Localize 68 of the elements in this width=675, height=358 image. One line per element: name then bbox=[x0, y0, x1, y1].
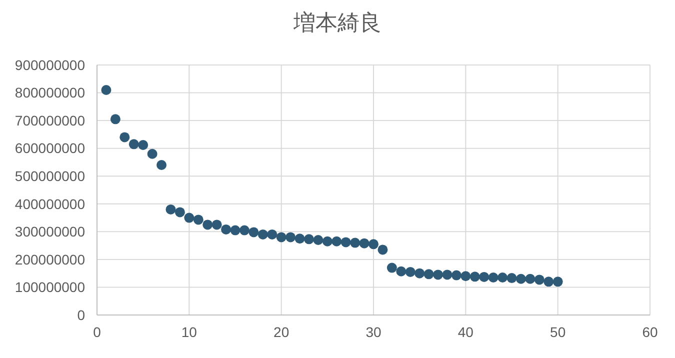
point bbox=[414, 268, 425, 278]
x-tick-label: 0 bbox=[93, 324, 102, 340]
x-tick-label: 60 bbox=[642, 324, 658, 340]
point bbox=[147, 148, 158, 159]
point bbox=[544, 276, 554, 287]
point bbox=[516, 274, 526, 284]
point bbox=[276, 232, 286, 242]
point bbox=[359, 238, 370, 248]
point bbox=[230, 225, 240, 236]
x-tick-label: 20 bbox=[274, 324, 290, 340]
point bbox=[378, 244, 388, 255]
point bbox=[470, 272, 480, 282]
point bbox=[202, 220, 213, 230]
point bbox=[193, 214, 204, 225]
y-tick-label: 300000000 bbox=[14, 224, 86, 240]
y-tick-label: 800000000 bbox=[14, 84, 86, 101]
point bbox=[552, 276, 563, 287]
point bbox=[184, 212, 194, 223]
point bbox=[525, 274, 536, 284]
point bbox=[239, 225, 250, 236]
point bbox=[110, 114, 120, 124]
point bbox=[405, 266, 416, 277]
y-tick-label: 700000000 bbox=[14, 112, 86, 128]
y-tick-label: 600000000 bbox=[14, 140, 86, 156]
chart-title: 増本綺良 bbox=[292, 11, 382, 36]
point bbox=[368, 239, 378, 250]
point bbox=[294, 234, 305, 244]
point bbox=[304, 234, 314, 244]
point bbox=[267, 229, 278, 240]
point bbox=[221, 224, 232, 234]
point bbox=[212, 220, 222, 230]
y-tick-label: 100000000 bbox=[14, 279, 86, 296]
point bbox=[433, 270, 444, 280]
point bbox=[451, 270, 462, 280]
x-tick-label: 10 bbox=[181, 324, 198, 340]
point bbox=[350, 238, 360, 248]
point bbox=[248, 227, 259, 238]
y-tick-label: 900000000 bbox=[14, 56, 86, 73]
point bbox=[534, 274, 544, 285]
point bbox=[313, 235, 324, 245]
point bbox=[424, 269, 434, 280]
y-tick-label: 0 bbox=[77, 306, 86, 323]
point bbox=[156, 160, 167, 170]
x-tick-label: 40 bbox=[458, 324, 474, 340]
point bbox=[322, 236, 332, 246]
point bbox=[488, 272, 498, 282]
point bbox=[386, 262, 397, 273]
point bbox=[498, 272, 508, 282]
point bbox=[258, 229, 268, 240]
y-tick-label: 500000000 bbox=[14, 168, 86, 184]
point bbox=[174, 207, 185, 218]
point bbox=[506, 273, 517, 284]
point bbox=[138, 140, 148, 150]
point bbox=[340, 237, 351, 248]
point bbox=[286, 232, 296, 242]
point bbox=[166, 204, 176, 214]
x-tick-label: 30 bbox=[366, 324, 382, 340]
point bbox=[479, 272, 490, 282]
point bbox=[460, 271, 471, 282]
point bbox=[332, 236, 342, 246]
point bbox=[101, 85, 112, 95]
point bbox=[442, 270, 452, 280]
point bbox=[120, 132, 130, 142]
point bbox=[128, 139, 139, 150]
y-tick-label: 200000000 bbox=[14, 251, 86, 268]
point bbox=[396, 266, 406, 276]
x-tick-label: 50 bbox=[550, 324, 566, 340]
y-tick-label: 400000000 bbox=[14, 196, 86, 212]
